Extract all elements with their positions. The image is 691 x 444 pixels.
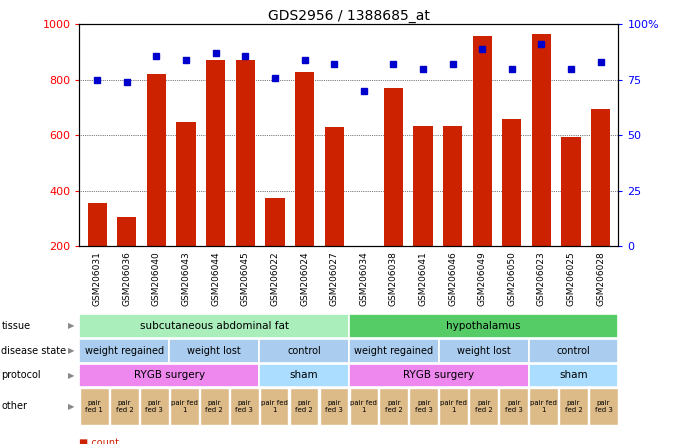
Bar xyxy=(230,388,258,424)
Bar xyxy=(529,339,618,363)
Bar xyxy=(349,364,529,387)
Bar xyxy=(200,388,229,424)
Bar xyxy=(79,364,259,387)
Bar xyxy=(354,271,373,302)
Text: weight regained: weight regained xyxy=(354,346,433,356)
Text: weight regained: weight regained xyxy=(85,346,164,356)
Text: pair fed
1: pair fed 1 xyxy=(440,400,467,413)
Text: RYGB surgery: RYGB surgery xyxy=(134,370,205,381)
Bar xyxy=(439,339,529,363)
Text: pair fed
1: pair fed 1 xyxy=(350,400,377,413)
Bar xyxy=(529,388,558,424)
Text: other: other xyxy=(1,401,28,412)
Bar xyxy=(502,119,522,302)
Text: pair
fed 3: pair fed 3 xyxy=(504,400,522,413)
Bar xyxy=(410,388,438,424)
Text: ■ count: ■ count xyxy=(79,438,120,444)
Bar xyxy=(439,388,468,424)
Text: pair
fed 2: pair fed 2 xyxy=(565,400,583,413)
Bar xyxy=(117,217,136,302)
Bar xyxy=(350,388,378,424)
Text: control: control xyxy=(557,346,590,356)
Text: weight lost: weight lost xyxy=(187,346,241,356)
Text: protocol: protocol xyxy=(1,370,41,381)
Bar xyxy=(473,36,492,302)
Text: weight lost: weight lost xyxy=(457,346,511,356)
Bar xyxy=(349,313,618,338)
Text: pair
fed 2: pair fed 2 xyxy=(385,400,403,413)
Bar xyxy=(260,388,288,424)
Text: control: control xyxy=(287,346,321,356)
Bar xyxy=(169,339,259,363)
Bar xyxy=(206,60,225,302)
Bar xyxy=(591,109,610,302)
Bar xyxy=(379,388,408,424)
Bar xyxy=(110,388,139,424)
Text: sham: sham xyxy=(290,370,319,381)
Bar xyxy=(320,388,348,424)
Bar xyxy=(469,388,498,424)
Bar xyxy=(325,127,343,302)
Bar xyxy=(500,388,528,424)
Text: pair
fed 3: pair fed 3 xyxy=(145,400,163,413)
Bar xyxy=(529,364,618,387)
Text: pair
fed 2: pair fed 2 xyxy=(205,400,223,413)
Text: pair fed
1: pair fed 1 xyxy=(171,400,198,413)
Text: pair
fed 2: pair fed 2 xyxy=(295,400,313,413)
Bar xyxy=(265,198,285,302)
Text: pair
fed 3: pair fed 3 xyxy=(594,400,612,413)
Bar xyxy=(589,388,618,424)
Bar xyxy=(295,71,314,302)
Text: ▶: ▶ xyxy=(68,371,75,380)
Bar xyxy=(170,388,198,424)
Text: pair fed
1: pair fed 1 xyxy=(261,400,287,413)
Bar xyxy=(259,364,349,387)
Text: tissue: tissue xyxy=(1,321,30,331)
Bar xyxy=(79,313,349,338)
Text: pair
fed 1: pair fed 1 xyxy=(86,400,104,413)
Bar xyxy=(176,122,196,302)
Bar xyxy=(80,388,108,424)
Text: sham: sham xyxy=(559,370,588,381)
Bar xyxy=(413,126,433,302)
Bar xyxy=(349,339,439,363)
Bar xyxy=(384,88,403,302)
Bar xyxy=(290,388,319,424)
Bar xyxy=(443,126,462,302)
Bar xyxy=(236,60,255,302)
Bar xyxy=(79,339,169,363)
Text: pair
fed 2: pair fed 2 xyxy=(115,400,133,413)
Bar xyxy=(259,339,349,363)
Bar xyxy=(140,388,169,424)
Text: disease state: disease state xyxy=(1,346,66,356)
Bar xyxy=(146,75,166,302)
Bar xyxy=(88,203,107,302)
Text: ▶: ▶ xyxy=(68,346,75,356)
Text: pair fed
1: pair fed 1 xyxy=(530,400,557,413)
Text: pair
fed 3: pair fed 3 xyxy=(325,400,343,413)
Title: GDS2956 / 1388685_at: GDS2956 / 1388685_at xyxy=(268,9,430,24)
Text: subcutaneous abdominal fat: subcutaneous abdominal fat xyxy=(140,321,289,331)
Text: pair
fed 3: pair fed 3 xyxy=(235,400,253,413)
Text: ▶: ▶ xyxy=(68,321,75,330)
Text: RYGB surgery: RYGB surgery xyxy=(404,370,474,381)
Text: pair
fed 3: pair fed 3 xyxy=(415,400,433,413)
Bar xyxy=(559,388,588,424)
Text: pair
fed 2: pair fed 2 xyxy=(475,400,493,413)
Bar xyxy=(532,34,551,302)
Text: hypothalamus: hypothalamus xyxy=(446,321,521,331)
Text: ▶: ▶ xyxy=(68,402,75,411)
Bar xyxy=(561,137,580,302)
